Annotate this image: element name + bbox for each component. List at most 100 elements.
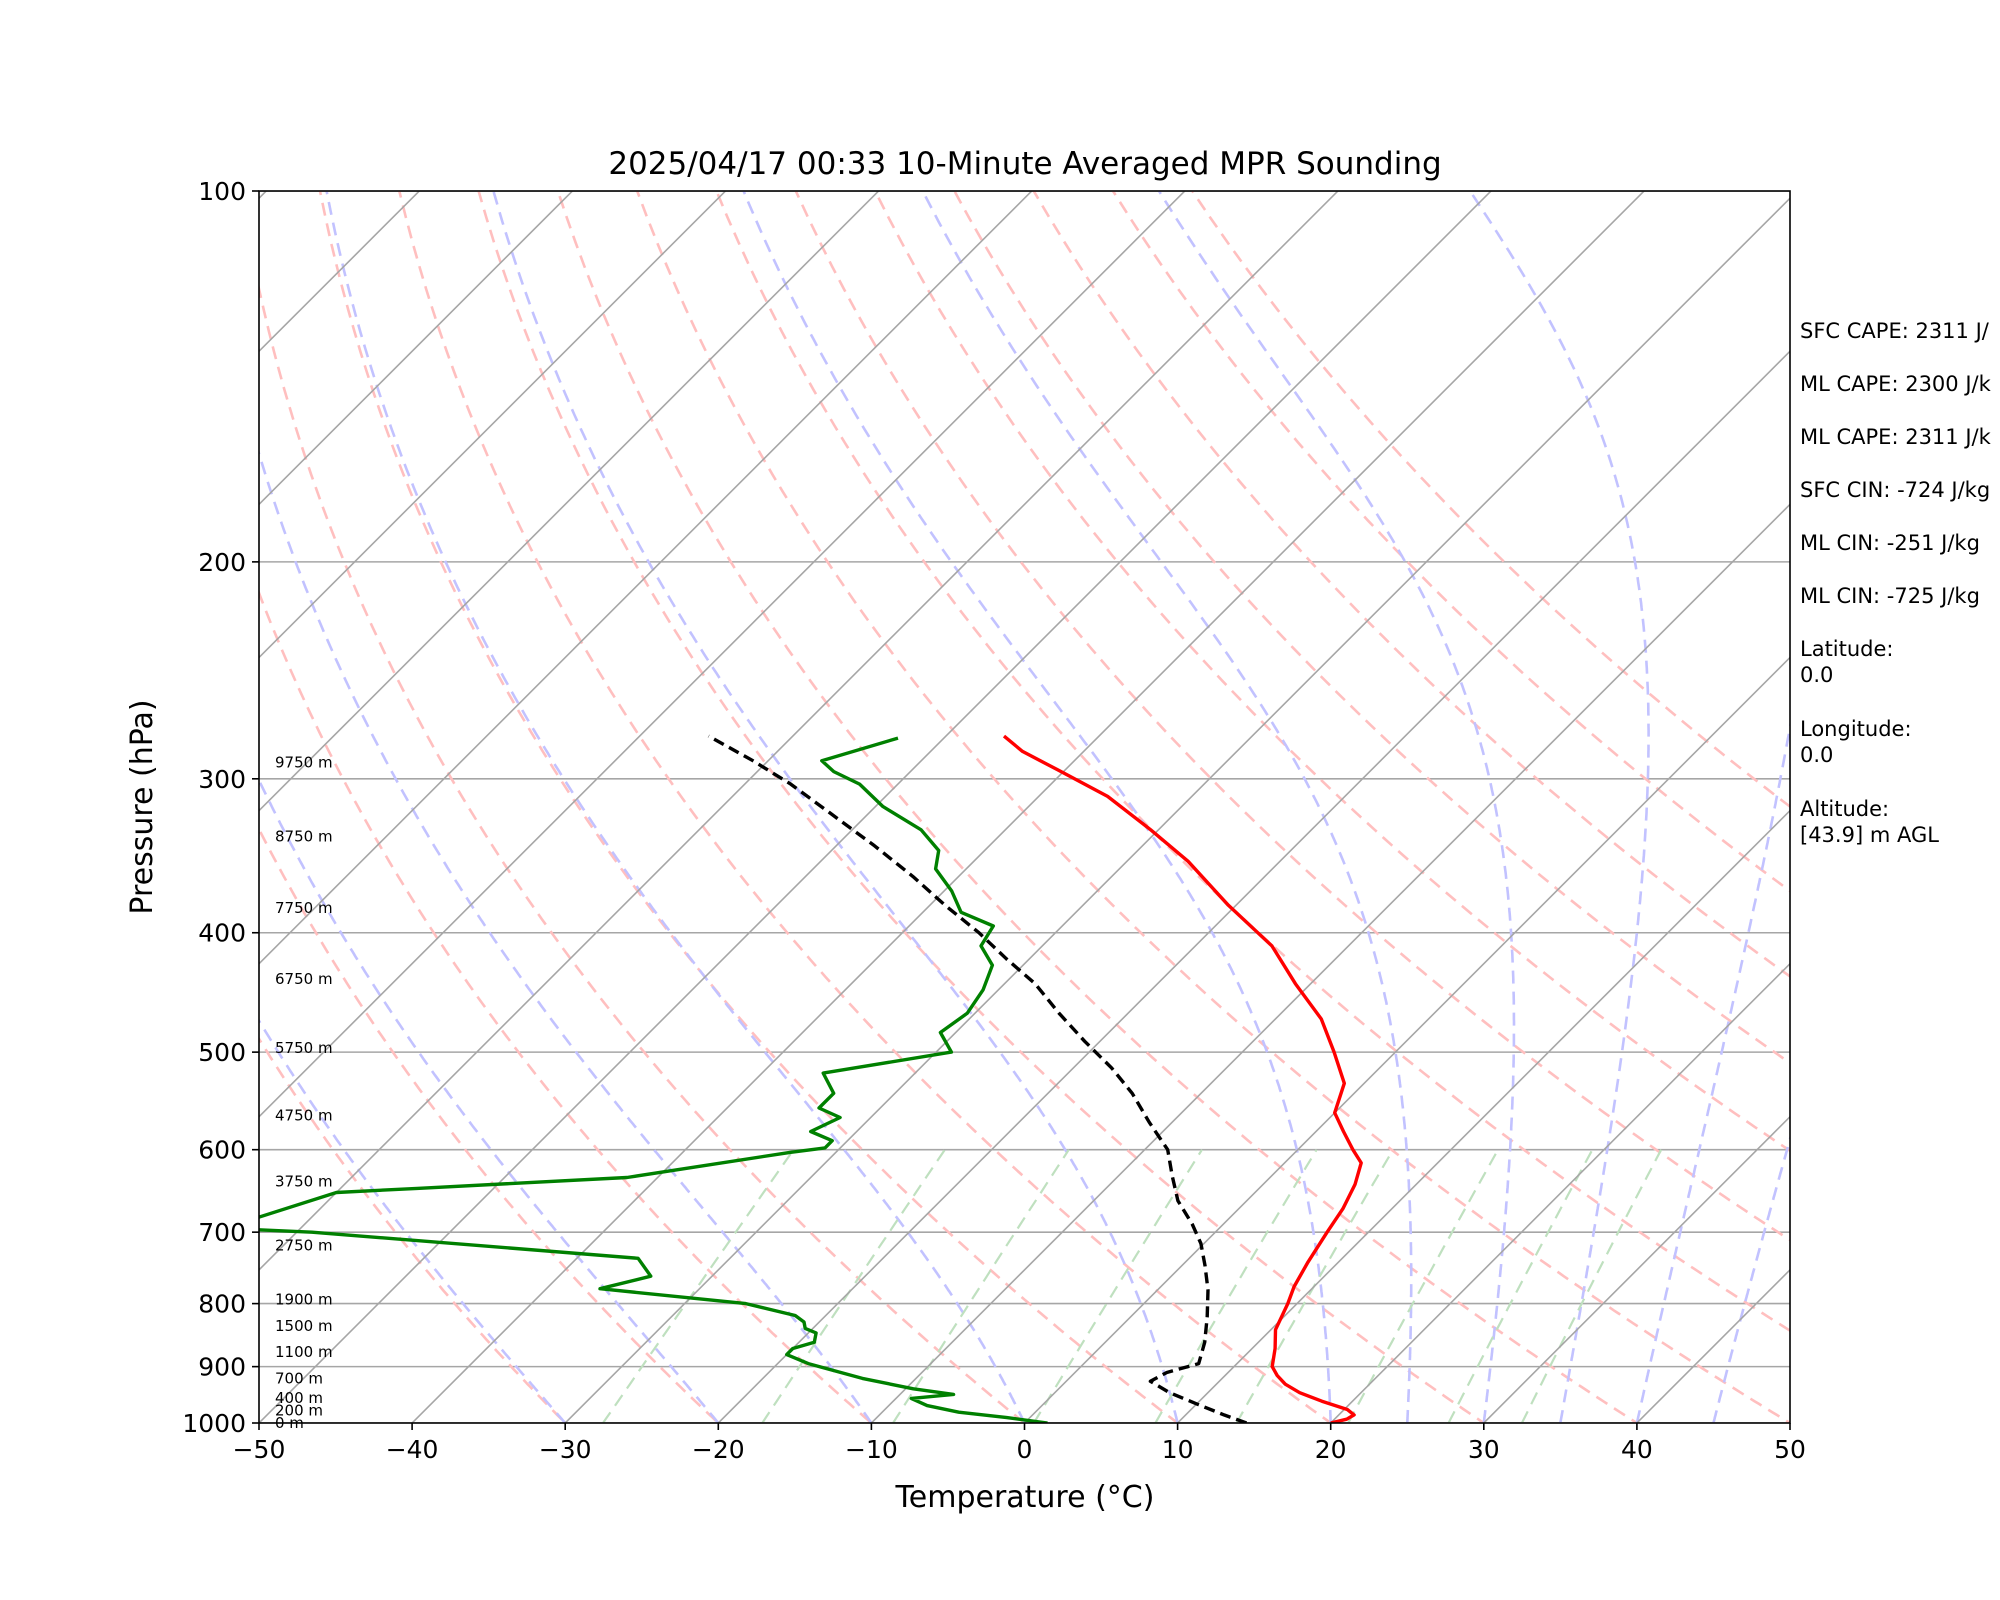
dry-adiabat-line xyxy=(556,191,1640,1423)
moist-adiabat-line xyxy=(1635,720,1790,1423)
chart-title: 2025/04/17 00:33 10-Minute Averaged MPR … xyxy=(608,146,1441,182)
x-tick-label: 20 xyxy=(1315,1435,1347,1464)
y-tick-label: 500 xyxy=(198,1038,246,1067)
height-label: 6750 m xyxy=(275,970,333,988)
isotherm-line xyxy=(1176,809,1790,1423)
height-label: 1100 m xyxy=(275,1343,333,1361)
height-label: 4750 m xyxy=(275,1107,333,1125)
height-label: 700 m xyxy=(275,1369,323,1387)
mixing-ratio-line xyxy=(1154,1149,1318,1423)
dry-adiabat-line xyxy=(873,191,1790,1153)
stat-line: SFC CIN: -724 J/kg xyxy=(1800,478,1990,502)
y-tick-label: 100 xyxy=(198,177,246,206)
y-tick-label: 900 xyxy=(198,1353,246,1382)
mixing-ratio-line xyxy=(1347,1149,1500,1423)
stat-line: Longitude: xyxy=(1800,717,1912,741)
moist-adiabat-line xyxy=(921,191,1413,1423)
x-tick-label: −10 xyxy=(845,1435,898,1464)
isotherm-line xyxy=(870,503,1790,1423)
height-label: 1500 m xyxy=(275,1317,333,1335)
height-label: 3750 m xyxy=(275,1173,333,1191)
parcel-profile-line xyxy=(707,734,1248,1423)
isotherm-line xyxy=(1329,962,1790,1423)
y-tick-label: 400 xyxy=(198,919,246,948)
height-label: 7750 m xyxy=(275,899,333,917)
stat-line: ML CIN: -251 J/kg xyxy=(1800,531,1980,555)
dry-adiabat-line xyxy=(477,191,1487,1423)
plot-frame xyxy=(258,190,1791,1424)
x-tick-label: 30 xyxy=(1468,1435,1500,1464)
isotherm-line xyxy=(259,191,880,812)
moist-adiabat-line xyxy=(492,191,1179,1423)
height-label: 8750 m xyxy=(275,827,333,845)
dry-adiabat-line xyxy=(794,191,1790,1242)
stat-value: [43.9] m AGL xyxy=(1800,823,1939,847)
x-axis-label: Temperature (°C) xyxy=(895,1480,1155,1515)
height-label: 2750 m xyxy=(275,1237,333,1255)
moist-adiabat-line xyxy=(742,191,1332,1423)
y-tick-label: 200 xyxy=(198,548,246,577)
moist-adiabat-line xyxy=(325,191,1026,1423)
height-label: 9750 m xyxy=(275,754,333,772)
moist-adiabat-line xyxy=(259,1018,567,1423)
isotherm-line xyxy=(259,191,1340,1272)
x-tick-label: 0 xyxy=(1017,1435,1033,1464)
y-axis-ticks: 100 200 300 400 500 600 700 800 900 1000 xyxy=(182,177,259,1438)
x-tick-label: −30 xyxy=(539,1435,592,1464)
stat-line: Altitude: xyxy=(1800,797,1889,821)
y-axis-label: Pressure (hPa) xyxy=(125,699,160,914)
mixing-ratio-line xyxy=(1235,1149,1395,1423)
moist-adiabat-line xyxy=(1469,191,1650,1423)
isotherm-line xyxy=(259,191,1033,965)
isotherm-line xyxy=(259,191,1493,1423)
temperature-profile-line xyxy=(1002,734,1363,1423)
isotherm-line xyxy=(259,191,727,659)
dry-adiabat-line xyxy=(715,191,1790,1333)
isotherm-line xyxy=(1482,1115,1790,1423)
height-label: 1900 m xyxy=(275,1291,333,1309)
mixing-ratio-line xyxy=(1520,1149,1663,1423)
dry-adiabat-line xyxy=(397,191,1333,1423)
isotherm-line xyxy=(717,350,1790,1423)
moist-adiabat-line xyxy=(1712,1134,1790,1423)
mixing-ratio-line xyxy=(892,1149,1070,1423)
isotherm-line xyxy=(410,191,1646,1423)
x-tick-label: −20 xyxy=(692,1435,745,1464)
stat-value: 0.0 xyxy=(1800,743,1833,767)
dry-adiabat-line xyxy=(259,282,1027,1423)
stat-line: Latitude: xyxy=(1800,637,1894,661)
mixing-ratio-line xyxy=(1032,1149,1203,1423)
stat-line: SFC CAPE: 2311 J/ xyxy=(1800,319,1990,343)
stat-line: ML CIN: -725 J/kg xyxy=(1800,584,1980,608)
dry-adiabat-line xyxy=(259,826,721,1423)
y-tick-label: 700 xyxy=(198,1218,246,1247)
isotherm-line xyxy=(259,191,574,506)
background-reference-lines xyxy=(259,191,1790,1423)
height-label: 5750 m xyxy=(275,1039,333,1057)
stat-value: 0.0 xyxy=(1800,663,1833,687)
isotherm-line xyxy=(259,191,1186,1118)
sounding-profiles xyxy=(259,734,1363,1423)
mixing-ratio-line xyxy=(761,1149,946,1423)
dry-adiabat-line xyxy=(259,1036,568,1423)
mixing-ratio-line xyxy=(602,1149,795,1423)
stat-line: ML CAPE: 2311 J/k xyxy=(1800,425,1992,449)
x-tick-label: 50 xyxy=(1774,1435,1806,1464)
moist-adiabat-line xyxy=(259,448,873,1423)
y-tick-label: 300 xyxy=(198,765,246,794)
x-tick-label: 10 xyxy=(1162,1435,1194,1464)
x-tick-label: −40 xyxy=(386,1435,439,1464)
x-tick-label: 40 xyxy=(1621,1435,1653,1464)
y-tick-label: 1000 xyxy=(182,1409,246,1438)
moist-adiabat-line xyxy=(259,777,720,1423)
height-label: 200 m xyxy=(275,1402,323,1420)
moist-adiabat-line xyxy=(1157,191,1516,1423)
isotherm-line xyxy=(564,197,1790,1423)
isotherm-line xyxy=(259,191,421,353)
stat-line: ML CAPE: 2300 J/k xyxy=(1800,372,1992,396)
x-tick-label: −50 xyxy=(233,1435,286,1464)
isotherm-line xyxy=(1023,656,1790,1423)
dry-adiabat-line xyxy=(259,589,874,1423)
